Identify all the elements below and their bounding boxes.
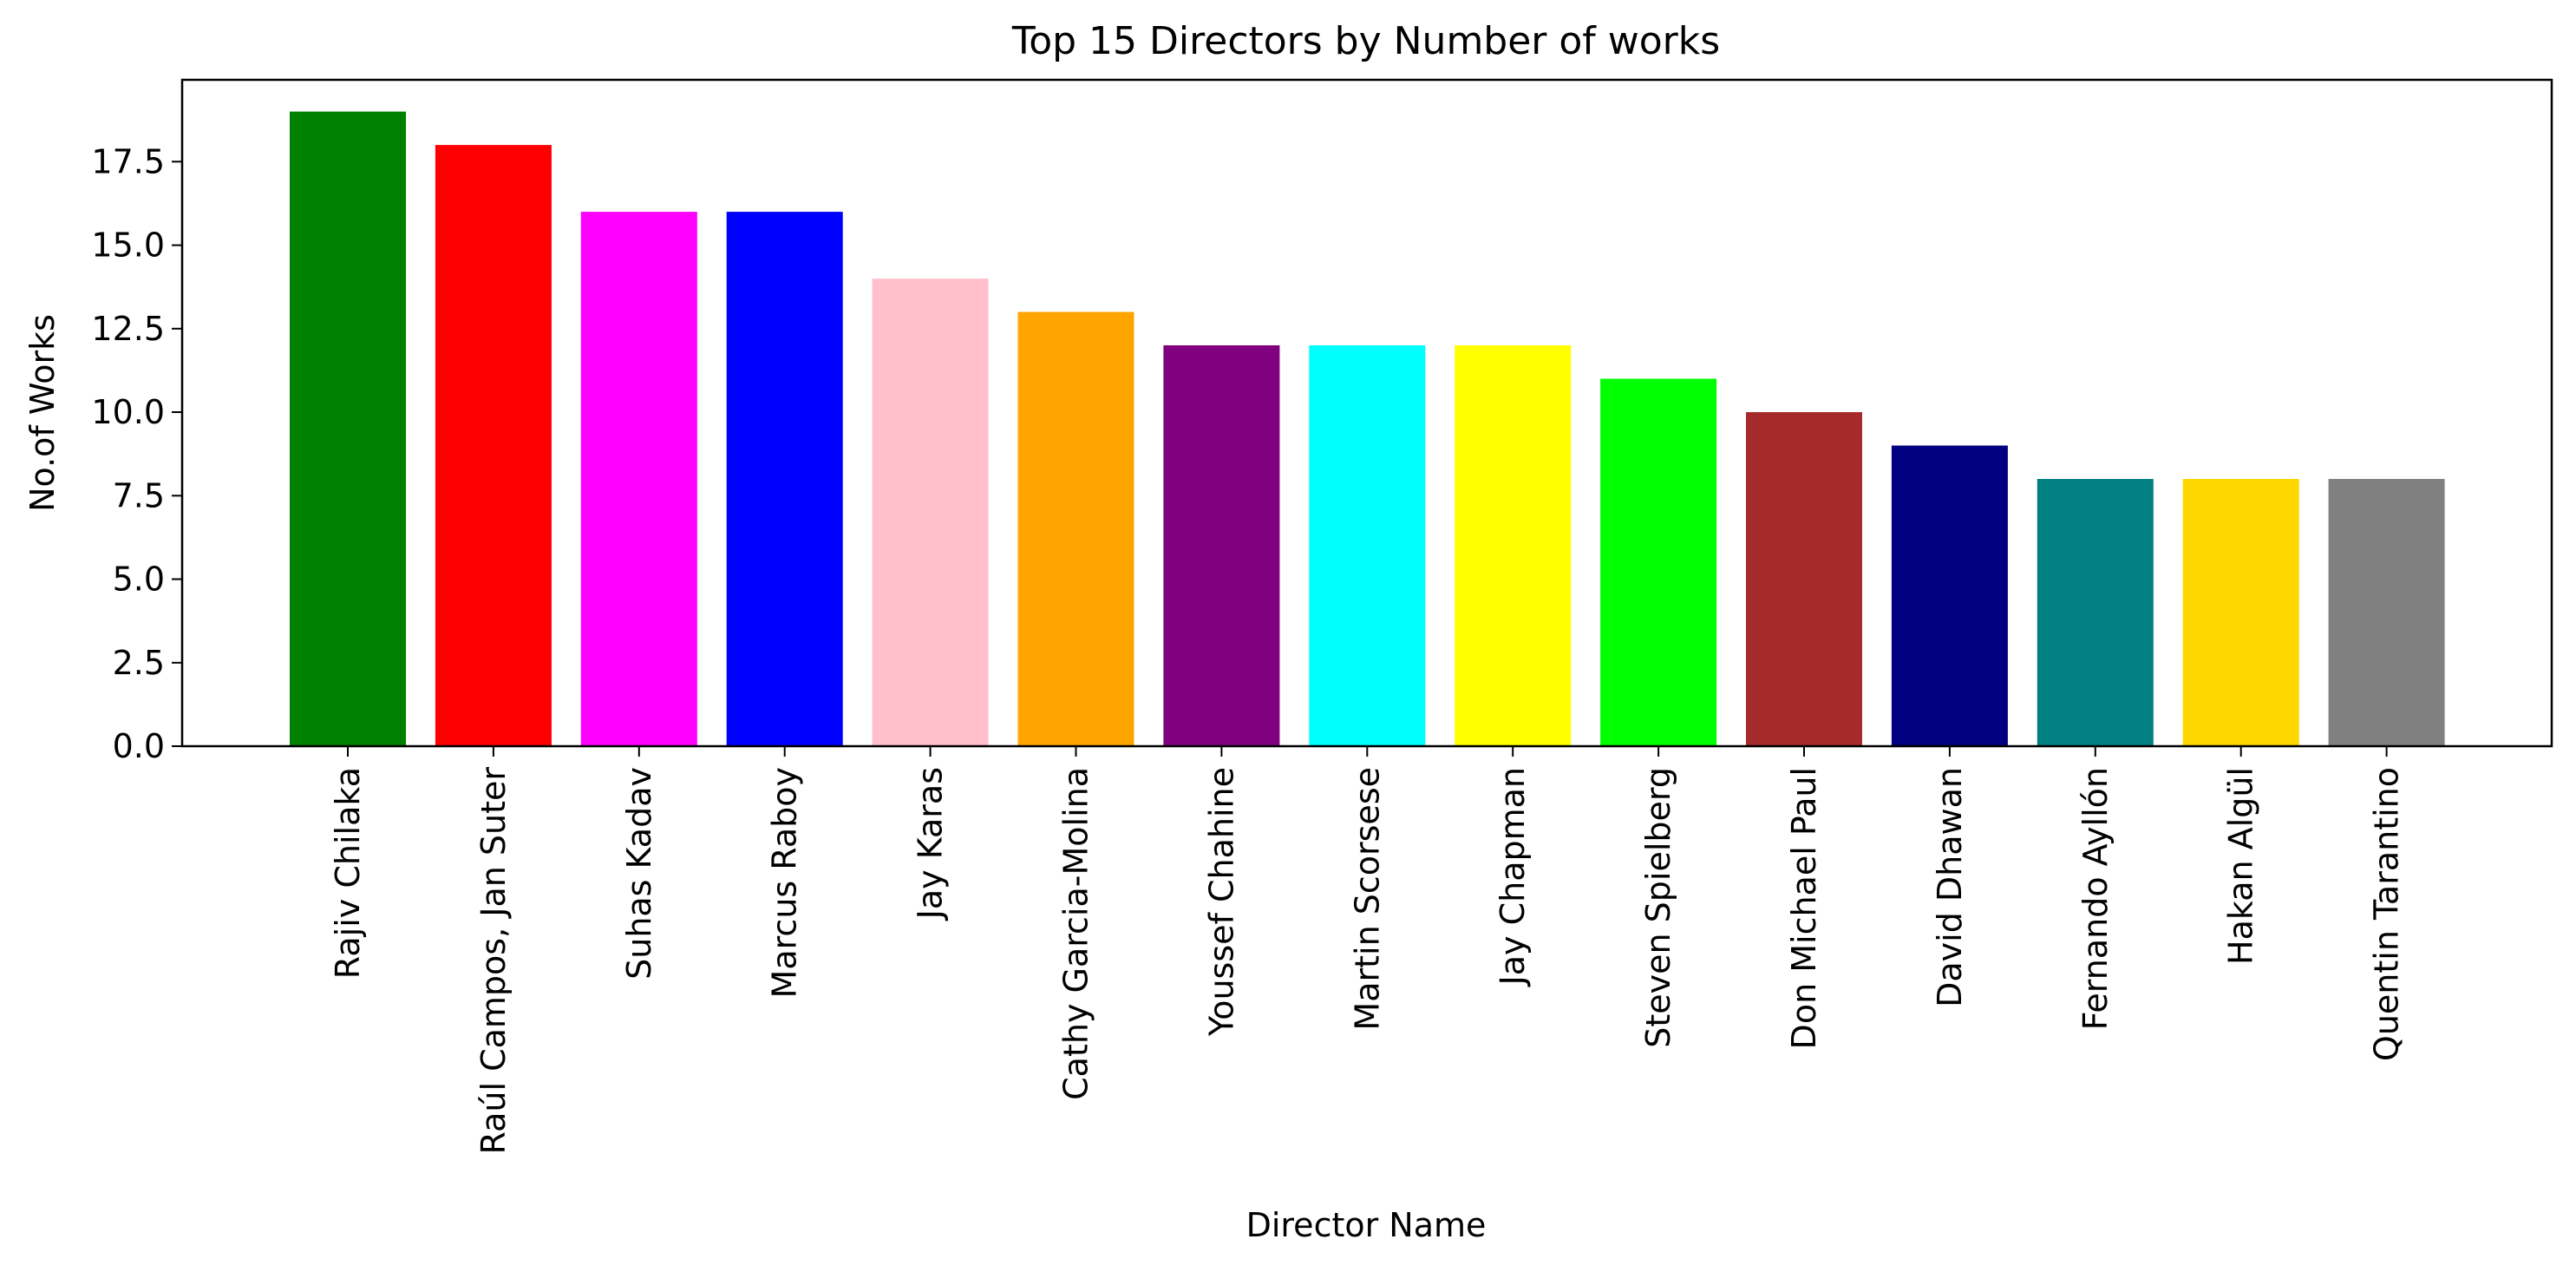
- bar: [1017, 311, 1134, 746]
- bar: [872, 279, 989, 747]
- bar: [726, 212, 843, 747]
- bar: [2328, 479, 2445, 746]
- y-tick-label: 5.0: [113, 561, 165, 599]
- bar: [290, 111, 406, 747]
- y-tick-label: 10.0: [91, 393, 165, 431]
- plot-frame: [180, 78, 2553, 748]
- x-tick-label: Youssef Chahine: [1202, 767, 1240, 1037]
- x-tick-label: David Dhawan: [1931, 767, 1969, 1007]
- y-tick-label: 2.5: [113, 644, 165, 682]
- x-tick-label: Cathy Garcia-Molina: [1057, 767, 1095, 1100]
- x-tick-label: Suhas Kadav: [620, 767, 658, 980]
- y-axis-ticks: 0.0 2.5 5.0 7.5 10.0 12.5 15.0 17.5: [91, 142, 182, 765]
- x-tick-label: Raúl Campos, Jan Suter: [474, 767, 513, 1155]
- y-tick-label: 7.5: [113, 476, 165, 515]
- bar: [1455, 345, 1572, 746]
- bar: [1891, 445, 2008, 746]
- bar: [1309, 345, 1426, 746]
- y-tick-label: 15.0: [91, 226, 165, 265]
- y-tick-label: 12.5: [91, 310, 165, 348]
- x-tick-label: Hakan Algül: [2222, 767, 2260, 965]
- x-tick-label: Marcus Raboy: [766, 767, 804, 998]
- y-axis-label: No.of Works: [23, 314, 62, 512]
- bar: [1600, 378, 1717, 746]
- x-tick-label: Rajiv Chilaka: [329, 767, 367, 979]
- y-tick-label: 17.5: [91, 142, 165, 180]
- bars-group: [290, 111, 2445, 747]
- x-tick-label: Fernando Ayllón: [2076, 767, 2115, 1030]
- bar: [1163, 345, 1280, 746]
- x-tick-label: Quentin Tarantino: [2368, 767, 2406, 1061]
- x-tick-label: Martin Scorsese: [1348, 767, 1386, 1031]
- x-tick-label: Don Michael Paul: [1785, 767, 1823, 1049]
- x-tick-label: Steven Spielberg: [1639, 767, 1677, 1048]
- y-tick-label: 0.0: [113, 727, 165, 765]
- x-tick-label: Jay Karas: [912, 767, 950, 921]
- bar: [580, 212, 697, 747]
- bar: [2037, 479, 2154, 746]
- x-axis-ticks: Rajiv Chilaka Raúl Campos, Jan Suter Suhas…: [329, 746, 2406, 1155]
- bar: [1746, 412, 1862, 746]
- x-axis-label: Director Name: [1246, 1206, 1487, 1244]
- bar: [2182, 479, 2299, 746]
- bar: [435, 145, 552, 747]
- x-tick-label: Jay Chapman: [1494, 767, 1532, 987]
- chart-title: Top 15 Directors by Number of works: [1011, 19, 1720, 63]
